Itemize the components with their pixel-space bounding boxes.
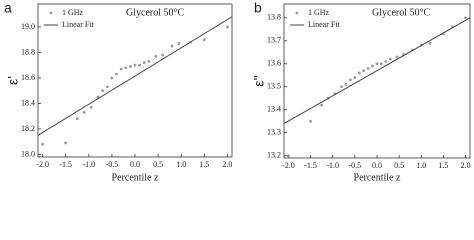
- y-tick-label: 13.6: [267, 59, 281, 68]
- fit-line: [37, 16, 233, 136]
- data-point: [366, 66, 370, 70]
- x-tick-label: 0.0: [372, 161, 382, 170]
- data-point: [353, 76, 357, 79]
- data-point: [395, 55, 399, 59]
- x-tick-label: -1.0: [82, 160, 95, 169]
- x-axis-label: Percentile z: [112, 172, 159, 183]
- data-point: [75, 117, 79, 121]
- x-tick-label: -2.0: [36, 160, 49, 169]
- panel-label: a: [4, 0, 12, 16]
- annotation: Glycerol 50°C: [372, 7, 430, 18]
- legend-marker: [49, 11, 53, 15]
- x-tick-label: 1.5: [199, 160, 209, 169]
- fit-line: [283, 17, 471, 124]
- data-point: [384, 60, 388, 63]
- data-point: [161, 53, 165, 57]
- panel-label: b: [254, 0, 262, 16]
- x-tick-label: 1.0: [416, 161, 426, 170]
- data-point: [375, 62, 379, 66]
- y-axis-label: ε'': [251, 75, 267, 87]
- legend-label: 1 GHz: [62, 8, 84, 17]
- data-point: [380, 62, 383, 66]
- data-point: [154, 54, 158, 58]
- data-point: [225, 25, 229, 29]
- x-axis-label: Percentile z: [354, 172, 401, 183]
- data-point: [357, 71, 361, 75]
- legend-label: 1 GHz: [308, 8, 330, 17]
- data-point: [105, 85, 109, 89]
- data-point: [133, 63, 137, 67]
- data-point: [202, 38, 206, 42]
- page: -2.0 -1.5 -1.0 -0.5 0.0 0.5 1.0 1.5 2.0 18.0 18.2 1…: [4, 0, 471, 184]
- legend-label: Linear Fit: [62, 20, 95, 29]
- data-point: [82, 110, 86, 114]
- x-tick-label: -0.5: [106, 160, 119, 169]
- y-tick-label: 18.8: [21, 47, 35, 56]
- x-tick-label: -1.5: [304, 161, 317, 170]
- data-point: [388, 57, 392, 61]
- annotation: Glycerol 50°C: [126, 7, 184, 18]
- data-point: [344, 83, 348, 86]
- y-tick-label: 13.7: [267, 36, 281, 45]
- data-point: [142, 61, 146, 65]
- x-tick-label: 1.5: [438, 161, 448, 170]
- y-tick-label: 13.4: [267, 105, 281, 114]
- x-tick-label: 0.5: [394, 161, 404, 170]
- x-tick-label: 0.5: [153, 160, 163, 169]
- y-tick-label: 19.0: [21, 22, 35, 31]
- data-point: [64, 141, 68, 145]
- x-tick-label: -0.5: [349, 161, 362, 170]
- x-tick-label: 0.0: [130, 160, 140, 169]
- data-point: [119, 67, 123, 71]
- y-tick-label: 18.6: [21, 73, 35, 82]
- data-point: [147, 59, 151, 63]
- y-tick-label: 18.0: [21, 149, 35, 158]
- legend-marker: [295, 11, 299, 15]
- data-point: [115, 72, 118, 76]
- chart: -2.0 -1.5 -1.0 -0.5 0.0 0.5 1.0 1.5 2.0 18.0 18.2 1…: [4, 0, 471, 183]
- data-point: [349, 78, 352, 82]
- y-tick-label: 13.2: [267, 151, 281, 160]
- legend-label: Linear Fit: [308, 20, 341, 29]
- y-tick-label: 13.3: [267, 128, 281, 137]
- data-point: [89, 105, 93, 109]
- x-tick-label: 2.0: [222, 160, 232, 169]
- y-tick-label: 13.8: [267, 13, 281, 22]
- y-tick-label: 18.2: [21, 124, 35, 133]
- data-point: [320, 103, 324, 107]
- data-point: [170, 44, 174, 48]
- data-point: [128, 65, 132, 68]
- data-point: [428, 41, 432, 45]
- x-tick-label: -1.5: [59, 160, 72, 169]
- data-point: [287, 154, 290, 158]
- data-point: [177, 42, 181, 45]
- x-tick-label: 1.0: [176, 160, 186, 169]
- data-point: [464, 16, 467, 20]
- data-point: [309, 119, 312, 123]
- data-point: [101, 89, 105, 93]
- data-point: [362, 69, 366, 73]
- data-point: [340, 85, 343, 89]
- data-point: [138, 63, 142, 67]
- y-axis-label: ε': [5, 76, 21, 85]
- x-tick-label: -1.0: [326, 161, 339, 170]
- y-tick-label: 18.4: [21, 98, 35, 107]
- x-tick-label: 2.0: [461, 161, 471, 170]
- data-point: [371, 64, 374, 68]
- data-point: [41, 142, 45, 146]
- data-point: [110, 76, 114, 80]
- x-tick-label: -2.0: [282, 161, 295, 170]
- data-point: [124, 66, 128, 70]
- y-tick-label: 13.5: [267, 82, 281, 91]
